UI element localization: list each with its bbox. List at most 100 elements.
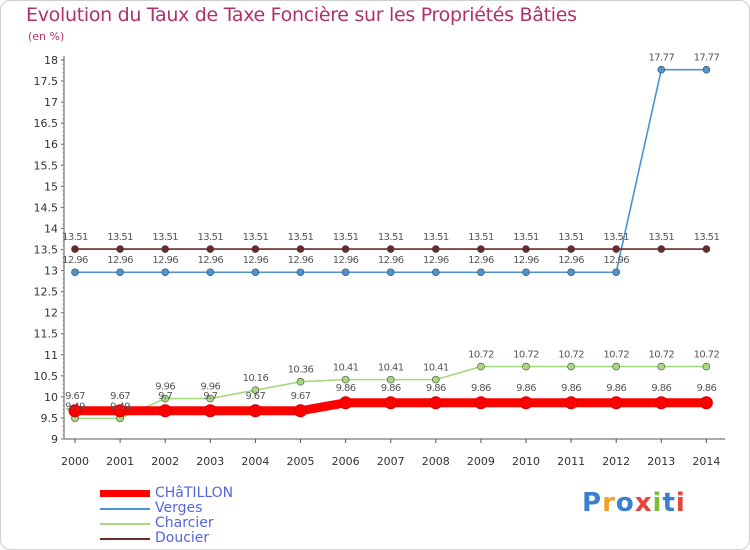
y-minor-tick	[62, 249, 64, 250]
data-label: 12.96	[378, 255, 404, 266]
y-minor-tick	[62, 215, 64, 217]
x-tick-label: 2013	[647, 455, 675, 468]
y-minor-tick	[62, 143, 64, 145]
logo-letter: P	[582, 488, 603, 518]
logo-letter: i	[652, 488, 663, 518]
data-point	[296, 377, 305, 386]
data-label: 12.96	[513, 255, 539, 266]
y-minor-tick	[62, 126, 64, 128]
y-minor-tick	[62, 362, 64, 364]
y-minor-tick	[62, 232, 64, 234]
y-minor-tick	[62, 118, 64, 120]
data-label: 9.86	[426, 383, 446, 394]
y-minor-tick	[62, 265, 64, 267]
data-label: 9.67	[291, 391, 311, 402]
legend-swatch-doucier	[100, 538, 150, 540]
y-minor-tick	[62, 270, 64, 272]
data-label: 9.86	[471, 383, 491, 394]
y-tick-label: 10.5	[34, 370, 59, 383]
y-minor-tick	[62, 177, 64, 179]
x-tick-label: 2002	[151, 455, 179, 468]
y-minor-tick	[62, 324, 64, 326]
x-tick-label: 2001	[106, 455, 134, 468]
y-minor-tick	[62, 383, 64, 385]
data-point	[522, 245, 530, 253]
data-label: 13.51	[694, 232, 720, 243]
axes: 9 9.5 10 10.5 11 11.5 12 12.5 13 13.5 14 14.5 15 15.5…	[34, 54, 725, 468]
data-point	[702, 65, 711, 74]
data-point	[161, 394, 169, 403]
data-point	[564, 396, 578, 410]
y-minor-tick	[62, 413, 64, 415]
data-point	[341, 375, 350, 384]
data-labels-layer: 9.67 9.67 9.7 9.7 9.67 9.67 9.86 9.86 9.86 9.86 9.…	[62, 53, 720, 413]
y-tick-label: 12.5	[34, 286, 59, 299]
y-minor-tick	[62, 392, 64, 394]
x-tick-label: 2006	[332, 455, 360, 468]
data-point	[248, 404, 262, 418]
data-label: 13.51	[333, 232, 359, 243]
chart-title: Evolution du Taux de Taxe Foncière sur l…	[26, 4, 577, 26]
y-minor-tick	[62, 139, 64, 141]
y-minor-tick	[62, 409, 64, 411]
y-minor-tick	[62, 198, 64, 200]
y-minor-tick	[62, 76, 64, 78]
y-minor-tick	[62, 295, 64, 297]
y-minor-tick	[62, 168, 64, 170]
logo-letter: i	[675, 488, 686, 518]
data-label: 12.96	[423, 255, 449, 266]
y-tick-label: 13.5	[34, 244, 59, 257]
data-point	[203, 404, 217, 418]
y-tick-label: 17.5	[34, 75, 59, 88]
y-minor-tick	[62, 320, 64, 322]
y-minor-tick	[62, 329, 64, 331]
y-minor-tick	[62, 421, 64, 423]
y-minor-tick	[62, 93, 64, 95]
legend-label-chatillon: CHâTILLON	[155, 485, 234, 501]
data-label: 9.49	[110, 401, 130, 412]
data-point	[341, 245, 350, 253]
data-point	[612, 362, 621, 371]
y-minor-tick	[62, 350, 64, 352]
data-label: 9.86	[651, 383, 671, 394]
x-tick-label: 2012	[602, 455, 630, 468]
y-minor-tick	[62, 282, 64, 284]
data-label: 10.41	[423, 363, 449, 374]
proxiti-logo: Proxiti	[582, 488, 686, 518]
y-minor-tick	[62, 105, 64, 107]
data-label: 13.51	[107, 232, 133, 243]
data-point	[206, 268, 215, 277]
data-point	[702, 245, 711, 253]
data-label: 13.51	[243, 232, 269, 243]
data-point	[68, 404, 82, 418]
data-point	[296, 268, 305, 277]
y-minor-tick	[62, 227, 64, 229]
data-label: 9.49	[65, 401, 85, 412]
data-label: 17.77	[694, 53, 720, 64]
data-label: 13.51	[288, 232, 314, 243]
legend-swatch-verges	[100, 508, 150, 510]
data-label: 13.51	[62, 232, 88, 243]
data-point	[294, 404, 307, 418]
legend-label-verges: Verges	[155, 500, 203, 516]
data-label: 9.67	[245, 391, 265, 402]
y-minor-tick	[62, 190, 64, 192]
data-label: 10.72	[513, 350, 539, 361]
y-minor-tick	[62, 291, 64, 293]
data-label: 10.72	[603, 350, 629, 361]
y-minor-tick	[62, 425, 64, 427]
data-label: 13.51	[558, 232, 584, 243]
y-minor-tick	[62, 253, 64, 255]
data-point	[522, 268, 530, 277]
y-tick-label: 17	[44, 96, 58, 109]
y-tick-label: 13	[44, 265, 58, 278]
y-minor-tick	[62, 185, 64, 187]
data-point	[251, 386, 260, 394]
data-label: 9.86	[516, 383, 536, 394]
data-point	[431, 268, 440, 277]
y-minor-tick	[62, 307, 64, 309]
y-minor-tick	[62, 337, 64, 339]
legend-label-doucier: Doucier	[155, 530, 210, 546]
